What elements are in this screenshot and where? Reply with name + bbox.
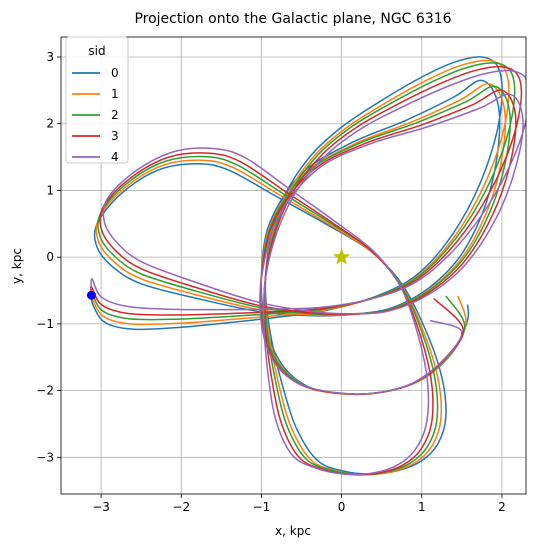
y-tick-label: −1 (36, 317, 54, 331)
y-tick-label: −2 (36, 384, 54, 398)
series-layer (90, 56, 526, 476)
legend-title: sid (88, 44, 105, 58)
x-tick-label: 2 (498, 500, 506, 514)
chart-title: Projection onto the Galactic plane, NGC … (134, 11, 451, 27)
y-tick-label: −3 (36, 450, 54, 464)
x-tick-label: −2 (172, 500, 190, 514)
y-axis-label: y, kpc (10, 248, 24, 284)
galactic-center-marker (333, 248, 351, 265)
legend-box (65, 36, 129, 164)
x-tick-label: 1 (418, 500, 426, 514)
x-axis-label: x, kpc (275, 524, 311, 538)
y-tick-label: 0 (46, 250, 54, 264)
y-tick-label: 1 (46, 183, 54, 197)
legend-label-4: 4 (111, 150, 119, 164)
marker-layer (86, 248, 351, 300)
y-axis: −3 −2 −1 0 1 2 3 (36, 50, 61, 464)
legend-label-3: 3 (111, 129, 119, 143)
legend-label-0: 0 (111, 66, 119, 80)
y-tick-label: 3 (46, 50, 54, 64)
legend-label-1: 1 (111, 87, 119, 101)
legend-label-2: 2 (111, 108, 119, 122)
legend-items: 0 1 2 3 4 (72, 66, 119, 164)
start-point-marker (86, 290, 96, 300)
plot-area (86, 56, 526, 476)
x-tick-label: −3 (92, 500, 110, 514)
x-axis: −3 −2 −1 0 1 2 (92, 494, 506, 514)
x-tick-label: −1 (253, 500, 271, 514)
legend: sid 0 1 2 3 4 (65, 36, 129, 164)
series-line-4 (90, 69, 526, 476)
y-tick-label: 2 (46, 117, 54, 131)
x-tick-label: 0 (338, 500, 346, 514)
plot-frame (60, 36, 527, 495)
